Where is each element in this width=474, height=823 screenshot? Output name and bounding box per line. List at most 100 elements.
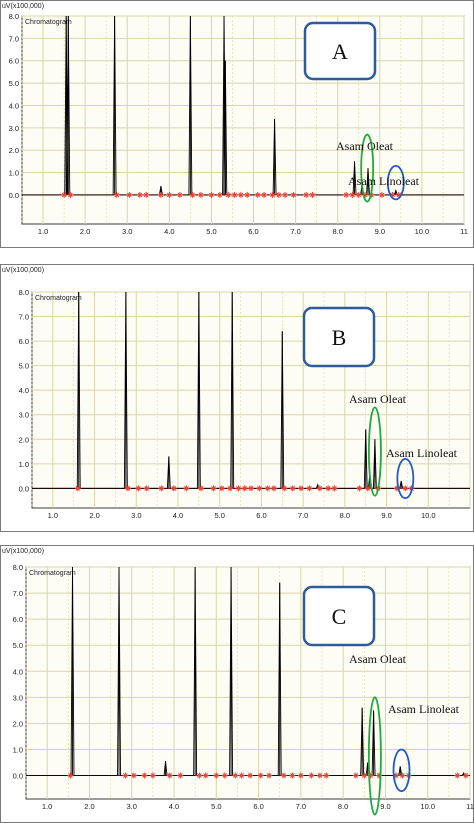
x-tick-label: 8.0 <box>338 802 348 811</box>
panel-letter: A <box>332 39 348 64</box>
integration-marker <box>231 191 238 198</box>
integration-marker <box>356 485 363 492</box>
integration-marker <box>303 191 310 198</box>
integration-marker <box>349 191 356 198</box>
integration-marker <box>210 485 217 492</box>
y-tick-label: 5.0 <box>19 362 29 371</box>
chromatogram-panel-a: 0.0 1.0 2.0 3.0 4.0 5.0 6.0 7.0 8.0 1.0 2.0 3.0 4.0 5… <box>0 0 474 248</box>
y-tick-label: 4.0 <box>9 101 19 110</box>
y-tick-label: 2.0 <box>13 719 23 728</box>
trace-group <box>26 567 470 776</box>
integration-marker <box>135 485 142 492</box>
y-axis-label: uV(x100,000) <box>2 267 44 274</box>
integration-marker <box>141 772 148 779</box>
integration-marker <box>402 485 409 492</box>
y-tick-label: 8.0 <box>19 288 29 297</box>
integration-marker <box>235 485 242 492</box>
x-tick-label: 2.0 <box>84 802 94 811</box>
integration-marker <box>378 191 385 198</box>
integration-marker <box>316 772 323 779</box>
x-tick-label: 1.0 <box>42 802 52 811</box>
x-tick-label: 6.0 <box>256 511 266 520</box>
integration-marker <box>237 191 244 198</box>
integration-marker <box>202 772 209 779</box>
x-tick-label: 6.0 <box>248 227 258 236</box>
integration-marker <box>67 191 74 198</box>
integration-marker <box>196 772 203 779</box>
asam-linoleat-highlight <box>396 458 415 500</box>
annotation-asam-oleat: Asam Oleat <box>349 652 407 666</box>
integration-marker <box>261 191 268 198</box>
y-tick-label: 1.0 <box>9 169 19 178</box>
asam-oleat-highlight <box>360 133 375 203</box>
y-tick-label: 8.0 <box>13 563 23 572</box>
integration-marker <box>136 191 143 198</box>
integration-marker <box>216 191 223 198</box>
integration-marker <box>170 485 177 492</box>
y-tick-label: 1.0 <box>19 460 29 469</box>
x-tick-label: 4.0 <box>164 227 174 236</box>
integration-marker <box>355 191 362 198</box>
y-tick-label: 2.0 <box>9 146 19 155</box>
integration-marker <box>143 485 150 492</box>
integration-marker <box>264 485 271 492</box>
y-tick-label: 3.0 <box>19 411 29 420</box>
x-tick-label: 10.0 <box>420 802 435 811</box>
integration-marker <box>454 772 461 779</box>
integration-marker <box>197 485 204 492</box>
y-tick-label: 1.0 <box>13 745 23 754</box>
integration-marker <box>281 485 288 492</box>
chart-subtitle: Chromatogram <box>35 295 82 302</box>
integration-marker <box>308 772 315 779</box>
x-tick-label: 6.0 <box>253 802 263 811</box>
chart-subtitle: Chromatogram <box>25 19 72 26</box>
y-tick-label: 4.0 <box>19 386 29 395</box>
integration-marker <box>270 485 277 492</box>
x-tick-label: 2.0 <box>80 227 90 236</box>
y-tick-label: 6.0 <box>13 615 23 624</box>
integration-marker <box>208 191 215 198</box>
y-tick-label: 4.0 <box>13 667 23 676</box>
y-tick-label: 0.0 <box>9 191 19 200</box>
asam-linoleat-highlight <box>392 748 411 793</box>
integration-marker <box>289 485 296 492</box>
integration-marker <box>149 772 156 779</box>
integration-marker <box>248 485 254 492</box>
x-tick-label: 2.0 <box>89 511 99 520</box>
integration-marker <box>124 485 131 492</box>
x-tick-label: 1.0 <box>48 511 58 520</box>
integration-marker <box>462 772 469 779</box>
y-axis-label: uV(x100,000) <box>2 3 44 10</box>
integration-marker <box>254 191 261 198</box>
y-tick-label: 0.0 <box>13 772 23 781</box>
y-axis-label: uV(x100,000) <box>2 548 44 555</box>
integration-marker <box>176 191 183 198</box>
x-tick-label: 11 <box>460 227 468 236</box>
integration-marker <box>157 191 164 198</box>
x-tick-label: 10.0 <box>421 511 436 520</box>
x-tick-label: 7.0 <box>298 511 308 520</box>
integration-marker <box>364 485 371 492</box>
annotation-asam-linoleat: Asam Linoleat <box>386 446 458 460</box>
y-tick-label: 7.0 <box>19 313 29 322</box>
y-tick-label: 6.0 <box>19 337 29 346</box>
asam-linoleat-highlight <box>386 164 405 201</box>
plot-area <box>21 15 465 225</box>
integration-marker <box>221 772 228 779</box>
x-tick-label: 8.0 <box>332 227 342 236</box>
integration-marker <box>197 191 204 198</box>
y-tick-label: 3.0 <box>9 124 19 133</box>
integration-marker <box>316 485 323 492</box>
x-tick-label: 9.0 <box>375 227 385 236</box>
x-tick-label: 4.0 <box>173 511 183 520</box>
integration-marker <box>227 485 234 492</box>
integration-marker <box>74 485 81 492</box>
integration-marker <box>158 485 165 492</box>
integration-marker <box>130 772 137 779</box>
plot-area <box>25 566 471 800</box>
x-tick-label: 7.0 <box>290 227 300 236</box>
x-tick-label: 11 <box>466 802 474 811</box>
chart-subtitle: Chromatogram <box>29 570 76 577</box>
x-tick-label: 3.0 <box>131 511 141 520</box>
